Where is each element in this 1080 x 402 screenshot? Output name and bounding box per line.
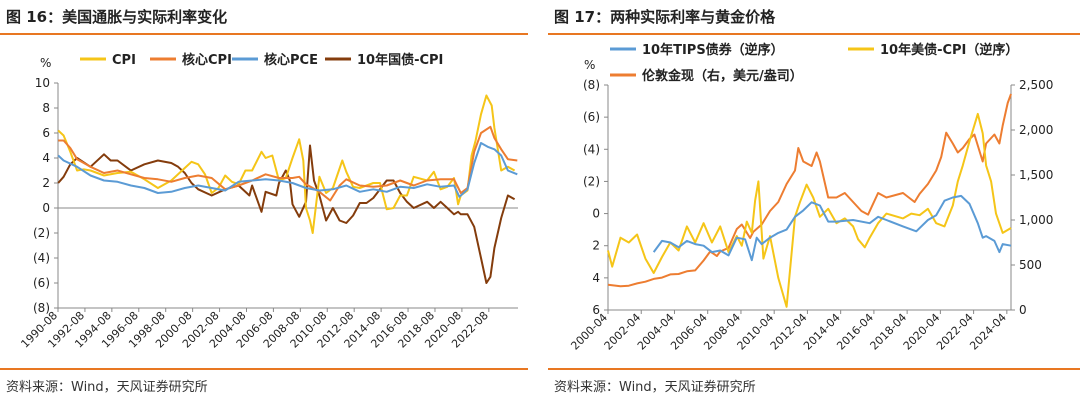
series-line-3 [57,144,516,284]
y-tick-label: (4) [33,251,50,265]
figure-17-top-rule [548,33,1080,35]
figure-16-top-rule [0,33,528,35]
left-tick-label: 4 [592,271,600,285]
left-tick-label: (2) [583,174,600,188]
left-tick-label: (6) [583,110,600,124]
legend-label-2: 核心PCE [264,52,318,68]
right-tick-label: 2,000 [1019,123,1053,137]
left-tick-label: 6 [592,303,600,317]
y-tick-label: (2) [33,226,50,240]
left-tick-label: 0 [592,207,600,221]
series-line-2 [57,142,518,198]
series-line-1 [607,112,1012,308]
right-tick-label: 0 [1019,303,1027,317]
figure-17-panel: 图 17：两种实际利率与黄金价格 % (8) (6) (4) (2) 0 2 4 6 0 500 1,… [548,0,1080,402]
legend-label-0: 10年TIPS债券（逆序） [642,42,784,58]
right-tick-label: 1,000 [1019,213,1053,227]
right-tick-label: 2,500 [1019,78,1053,92]
y-tick-label: 10 [35,76,50,90]
y-tick-label: 0 [42,201,50,215]
y-tick-label: 6 [42,126,50,140]
left-tick-label: 2 [592,239,600,253]
legend-label-3: 10年国债-CPI [357,52,443,68]
y-tick-label: 4 [42,151,50,165]
figure-17-bottom-rule [548,368,1080,370]
legend-label-1: 核心CPI [182,52,232,68]
figure-17-title: 图 17：两种实际利率与黄金价格 [554,8,776,26]
left-tick-label: (4) [583,142,600,156]
figure-16-chart: %1086420(2)(4)(6)(8)1990-081992-081994-0… [18,52,518,351]
y-tick-label: (6) [33,276,50,290]
figure-17-source: 资料来源：Wind，天风证券研究所 [554,380,756,395]
series-line-0 [652,194,1012,262]
y-axis-unit: % [40,56,51,70]
right-tick-label: 1,500 [1019,168,1053,182]
legend-label-0: CPI [112,53,136,68]
figure-16-panel: 图 16：美国通胀与实际利率变化 % 10 8 6 4 2 0 (2) (4) (6) (8) 199… [0,0,528,402]
figure-17-chart: % (8) (6) (4) (2) 0 2 4 6 0 500 1,000 1,500 2,000 2,50… [568,42,1053,353]
figure-16-bottom-rule [0,368,528,370]
legend-label-1: 10年美债-CPI（逆序） [880,42,1018,58]
figure-16-title: 图 16：美国通胀与实际利率变化 [6,8,228,26]
legend-label-2: 伦敦金现（右，美元/盎司） [642,68,803,84]
left-axis-unit: % [584,58,595,72]
series-line-2 [607,93,1012,288]
figure-16-source: 资料来源：Wind，天风证券研究所 [6,380,208,395]
y-tick-label: 2 [42,176,50,190]
y-tick-label: (8) [33,301,50,315]
series-line-1 [58,125,518,202]
right-tick-label: 500 [1019,258,1042,272]
series-line-0 [57,94,516,234]
x-tick-label: 2024-04 [967,311,1009,353]
y-tick-label: 8 [42,101,50,115]
left-tick-label: (8) [583,78,600,92]
